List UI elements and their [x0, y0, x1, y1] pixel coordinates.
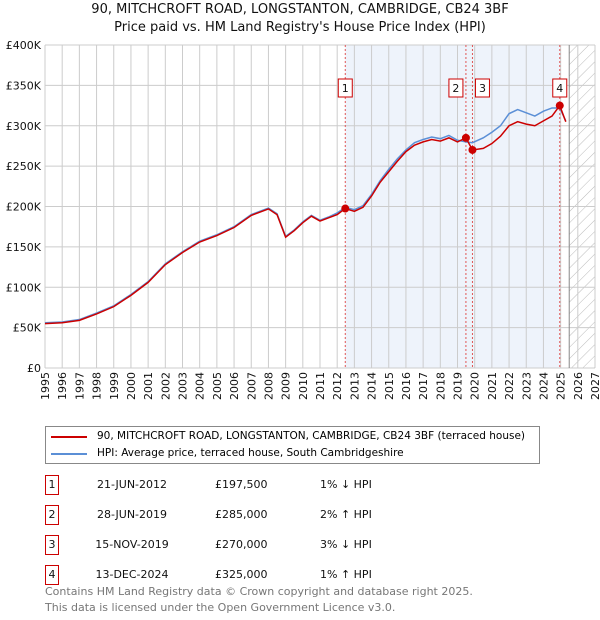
legend-swatch-hpi	[51, 452, 87, 455]
y-tick-label: £50K	[13, 322, 42, 335]
y-tick-label: £150K	[6, 241, 42, 254]
sale-point	[555, 101, 564, 110]
sale-price: £285,000	[215, 508, 268, 521]
sale-number: 3	[45, 535, 59, 555]
footer-line-1: Contains HM Land Registry data © Crown c…	[45, 585, 473, 598]
property-price-line	[44, 104, 567, 325]
sale-row: 2 28-JUN-2019 £285,000 2% ↑ HPI	[45, 505, 445, 525]
x-tick-label: 2026	[572, 372, 585, 400]
x-tick-label: 2005	[211, 372, 224, 400]
price-chart: 1995 1996 1997 1998 1999 2000 2001 2002 2003 2004…	[6, 39, 600, 400]
x-tick-label: 2018	[434, 372, 447, 400]
x-tick-label: 2007	[245, 372, 258, 400]
x-tick-label: 2024	[537, 372, 550, 400]
x-tick-label: 2011	[314, 372, 327, 400]
sale-label-box	[474, 78, 490, 98]
sale-row: 3 15-NOV-2019 £270,000 3% ↓ HPI	[45, 535, 445, 555]
y-tick-label: £200K	[6, 201, 42, 214]
sale-point	[341, 204, 350, 213]
x-tick-label: 1995	[39, 372, 52, 400]
sale-price: £270,000	[215, 538, 268, 551]
x-tick-label: 2006	[228, 372, 241, 400]
legend: 90, MITCHCROFT ROAD, LONGSTANTON, CAMBRI…	[45, 426, 540, 464]
sale-number: 4	[45, 565, 59, 585]
x-tick-label: 2017	[417, 372, 430, 400]
legend-hpi: HPI: Average price, terraced house, Sout…	[97, 447, 404, 459]
sale-point	[468, 145, 477, 154]
legend-swatch-property	[51, 435, 87, 438]
x-tick-label: 2009	[280, 372, 293, 400]
sale-label-box	[337, 78, 353, 98]
sale-date: 13-DEC-2024	[95, 568, 169, 581]
x-tick-label: 1998	[91, 372, 104, 400]
sale-label: 2	[452, 82, 459, 95]
x-tick-label: 2016	[400, 372, 413, 400]
x-tick-label: 2021	[486, 372, 499, 400]
sale-date: 28-JUN-2019	[96, 508, 168, 521]
sale-label: 4	[556, 82, 563, 95]
x-tick-label: 2003	[177, 372, 190, 400]
footer-line-2: This data is licensed under the Open Gov…	[45, 601, 396, 614]
x-tick-label: 2001	[142, 372, 155, 400]
sale-row: 1 21-JUN-2012 £197,500 1% ↓ HPI	[45, 475, 445, 495]
sale-label-box	[552, 78, 568, 98]
sale-price: £197,500	[215, 478, 268, 491]
x-tick-label: 2000	[125, 372, 138, 400]
sale-label: 1	[342, 82, 349, 95]
y-tick-label: £400K	[6, 39, 42, 52]
x-tick-label: 2027	[589, 372, 600, 400]
chart-subtitle: Price paid vs. HM Land Registry's House …	[114, 20, 486, 35]
sale-row: 4 13-DEC-2024 £325,000 1% ↑ HPI	[45, 565, 445, 585]
chart-title: 90, MITCHCROFT ROAD, LONGSTANTON, CAMBRI…	[91, 2, 509, 17]
x-tick-label: 1999	[108, 372, 121, 400]
x-tick-label: 2025	[555, 372, 568, 400]
sale-label: 3	[479, 82, 486, 95]
sale-number: 1	[45, 475, 59, 495]
x-tick-label: 2020	[469, 372, 482, 400]
sale-number: 2	[45, 505, 59, 525]
x-tick-label: 2022	[503, 372, 516, 400]
x-tick-label: 2014	[366, 372, 379, 400]
x-tick-label: 2004	[194, 372, 207, 400]
y-tick-label: £300K	[6, 120, 42, 133]
sale-hpi-delta: 1% ↑ HPI	[320, 568, 372, 581]
y-tick-label: £250K	[6, 160, 42, 173]
sale-price: £325,000	[215, 568, 268, 581]
legend-property: 90, MITCHCROFT ROAD, LONGSTANTON, CAMBRI…	[97, 430, 526, 442]
y-tick-label: £100K	[6, 281, 42, 294]
y-tick-label: £350K	[6, 79, 42, 92]
x-tick-label: 2019	[452, 372, 465, 400]
x-tick-label: 2012	[331, 372, 344, 400]
x-tick-label: 2015	[383, 372, 396, 400]
sale-point	[461, 133, 470, 142]
sale-label-box	[448, 78, 464, 98]
x-tick-label: 2008	[262, 372, 275, 400]
sale-date: 15-NOV-2019	[95, 538, 169, 551]
x-tick-label: 2002	[159, 372, 172, 400]
y-tick-label: £0	[27, 362, 41, 375]
sale-date: 21-JUN-2012	[96, 478, 168, 491]
sale-hpi-delta: 1% ↓ HPI	[320, 478, 372, 491]
x-tick-label: 2010	[297, 372, 310, 400]
x-tick-label: 2013	[348, 372, 361, 400]
x-tick-label: 1997	[73, 372, 86, 400]
x-tick-label: 1996	[56, 372, 69, 400]
sale-hpi-delta: 2% ↑ HPI	[320, 508, 372, 521]
sale-hpi-delta: 3% ↓ HPI	[320, 538, 372, 551]
x-tick-label: 2023	[520, 372, 533, 400]
